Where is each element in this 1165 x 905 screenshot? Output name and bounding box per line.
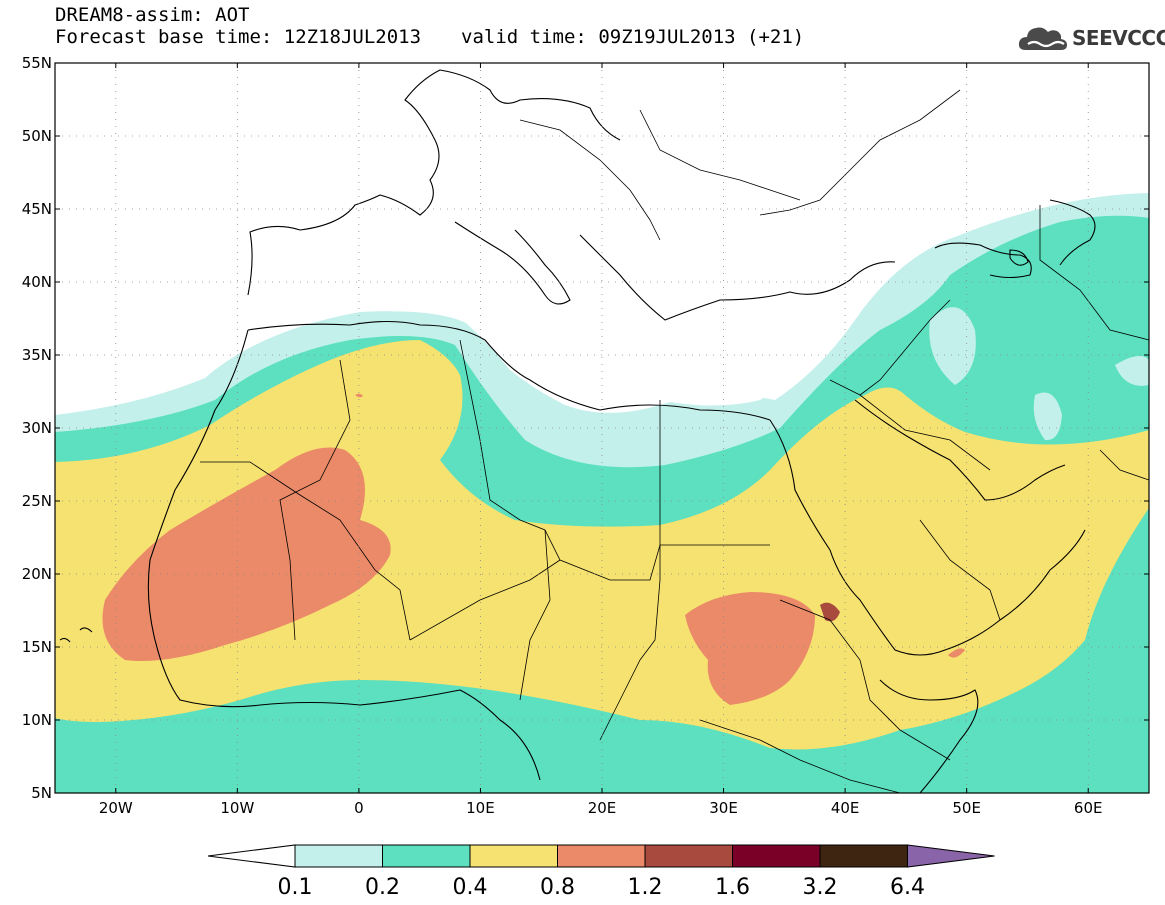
map-title: DREAM8-assim: AOT <box>55 4 250 26</box>
colorbar-boxes <box>207 844 995 868</box>
colorbar-label: 1.2 <box>628 875 663 900</box>
latitude-labels: 55N 50N 45N 40N 35N 30N 25N 20N 15N 10N 5N <box>22 54 52 802</box>
colorbar-box <box>469 844 558 868</box>
lon-label: 20E <box>588 799 617 817</box>
lon-label: 30E <box>709 799 738 817</box>
colorbar-label: 0.4 <box>453 875 488 900</box>
borders <box>200 89 1149 793</box>
colorbar-box <box>819 844 908 868</box>
lat-label: 15N <box>22 638 52 656</box>
aot-band-0.8 <box>102 447 391 661</box>
colorbar-max-arrow <box>907 844 995 868</box>
aot-band-0.8 <box>355 393 363 398</box>
aot-band-0.8 <box>685 592 815 705</box>
longitude-labels: 20W 10W 0 10E 20E 30E 40E 50E 60E <box>99 799 1103 817</box>
lon-label: 40E <box>831 799 860 817</box>
lon-label: 10E <box>466 799 495 817</box>
colorbar-label: 0.2 <box>365 875 400 900</box>
colorbar-label: 1.6 <box>715 875 750 900</box>
colorbar-box <box>294 844 383 868</box>
colorbar-label: 3.2 <box>803 875 838 900</box>
cloud-icon <box>1018 27 1067 50</box>
colorbar-labels: 0.1 0.2 0.4 0.8 1.2 1.6 3.2 6.4 <box>278 875 926 900</box>
valid-time: valid time: 09Z19JUL2013 (+21) <box>461 26 805 48</box>
aot-band-0.8 <box>948 648 965 658</box>
lat-label: 50N <box>22 127 52 145</box>
lat-label: 30N <box>22 419 52 437</box>
colorbar-label: 6.4 <box>890 875 925 900</box>
colorbar-label: 0.8 <box>540 875 575 900</box>
lat-label: 10N <box>22 711 52 729</box>
lat-label: 40N <box>22 273 52 291</box>
aot-band-1.2 <box>820 602 840 622</box>
coastlines <box>59 69 1096 793</box>
colorbar-min-arrow <box>207 844 296 868</box>
graticule <box>55 63 1149 793</box>
clear-region <box>55 63 1149 413</box>
colorbar-label: 0.1 <box>278 875 313 900</box>
base-time: Forecast base time: 12Z18JUL2013 <box>55 26 422 48</box>
forecast-times: Forecast base time: 12Z18JUL2013 valid ti… <box>55 26 804 48</box>
lon-label: 50E <box>952 799 981 817</box>
lon-label: 20W <box>99 799 133 817</box>
aot-hole <box>1115 356 1149 386</box>
seevccc-logo: SEEVCCC <box>1018 20 1165 56</box>
lon-label: 10W <box>220 799 254 817</box>
lon-label: 60E <box>1074 799 1103 817</box>
lat-label: 35N <box>22 346 52 364</box>
lat-label: 25N <box>22 492 52 510</box>
lat-label: 45N <box>22 200 52 218</box>
colorbar-box <box>557 844 646 868</box>
lon-label: 0 <box>354 799 364 817</box>
colorbar-box <box>644 844 733 868</box>
logo-text: SEEVCCC <box>1072 26 1165 50</box>
axis-ticks <box>55 62 1149 794</box>
aot-hole <box>929 307 976 385</box>
colorbar-box <box>382 844 471 868</box>
lat-label: 55N <box>22 54 52 72</box>
lat-label: 5N <box>31 784 52 802</box>
aot-hole <box>1033 392 1062 441</box>
lat-label: 20N <box>22 565 52 583</box>
colorbar-box <box>732 844 821 868</box>
